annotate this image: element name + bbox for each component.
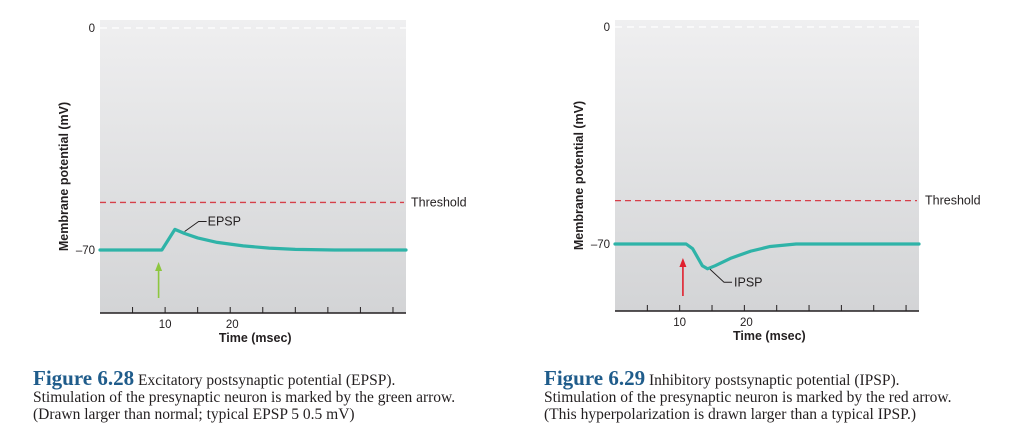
stimulus-arrow-head [679,258,687,267]
annotation-leader [709,268,733,283]
caption-line: Stimulation of the presynaptic neuron is… [544,389,952,406]
series-line-epsp [98,227,408,252]
figure-number: Figure 6.28 [33,366,135,390]
caption-title: Inhibitory postsynaptic potential (IPSP)… [648,372,900,389]
plot-background [100,20,406,313]
y-axis-label: Membrane potential (mV) [57,102,71,251]
caption-title: Excitatory postsynaptic potential (EPSP)… [137,372,396,389]
y-tick-label: –70 [76,245,95,257]
annotation-label: EPSP [208,215,241,229]
threshold-label: Threshold [925,194,981,208]
y-tick-label: 0 [89,23,95,35]
caption-line: Stimulation of the presynaptic neuron is… [33,389,456,406]
figure-caption-epsp: Figure 6.28 Excitatory postsynaptic pote… [33,368,513,424]
x-tick-label: 20 [226,319,239,331]
figure-number: Figure 6.29 [544,366,646,390]
stimulus-arrow-head [155,262,163,271]
y-tick-label: –70 [591,239,610,251]
series-line-ipsp [613,242,921,271]
x-axis-label: Time (msec) [733,329,806,343]
threshold-label: Threshold [411,195,467,209]
y-axis-label: Membrane potential (mV) [572,101,586,250]
x-tick-label: 20 [740,317,753,329]
figure-caption-ipsp: Figure 6.29 Inhibitory postsynaptic pote… [544,368,1024,424]
caption-line: (Drawn larger than normal; typical EPSP … [33,406,355,423]
x-tick-label: 10 [159,319,172,331]
y-tick-label: 0 [604,22,610,34]
annotation-leader [184,221,207,232]
plot-background [615,20,919,311]
x-tick-label: 10 [673,317,686,329]
caption-line: (This hyperpolarization is drawn larger … [544,406,917,423]
x-axis-label: Time (msec) [219,331,292,345]
annotation-label: IPSP [734,275,763,289]
